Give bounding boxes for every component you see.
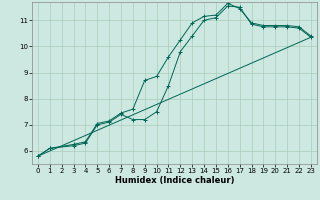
X-axis label: Humidex (Indice chaleur): Humidex (Indice chaleur): [115, 176, 234, 185]
